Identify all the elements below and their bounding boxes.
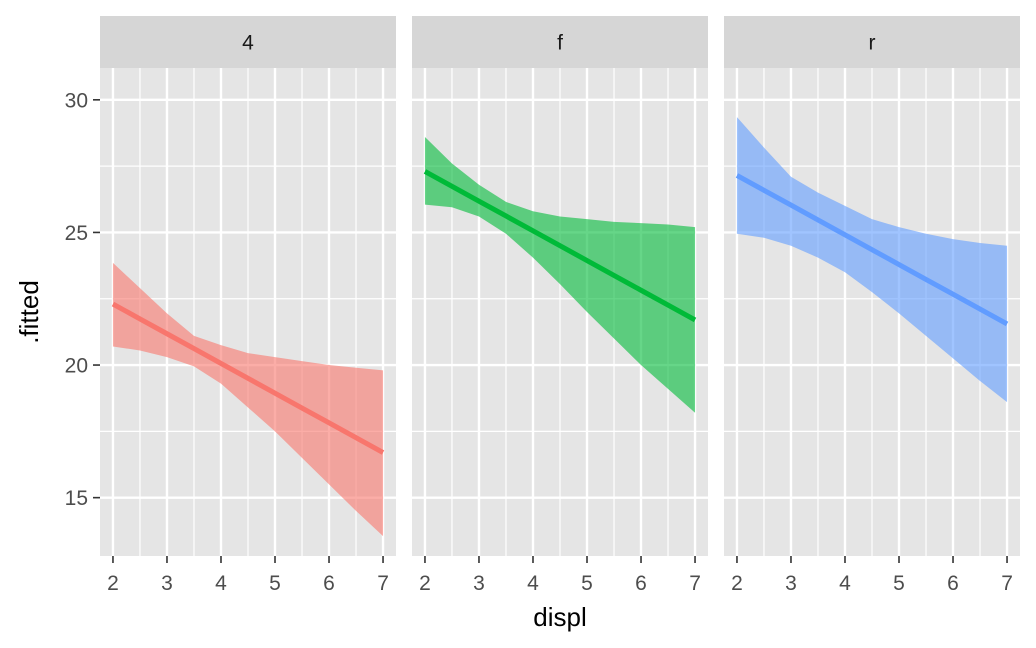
x-tick-label: 5 xyxy=(581,572,593,595)
x-tick-label: 3 xyxy=(161,572,173,595)
y-axis-title: .fitted xyxy=(14,280,44,344)
x-tick-label: 5 xyxy=(269,572,281,595)
facet-strip xyxy=(412,16,708,68)
facet-strip xyxy=(724,16,1020,68)
x-tick-label: 2 xyxy=(107,572,119,595)
x-tick-label: 4 xyxy=(527,572,539,595)
x-tick-label: 7 xyxy=(689,572,701,595)
facet-strip xyxy=(100,16,396,68)
x-tick-label: 5 xyxy=(893,572,905,595)
x-tick-label: 4 xyxy=(215,572,227,595)
y-tick-label: 25 xyxy=(65,222,88,245)
x-tick-label: 3 xyxy=(473,572,485,595)
facet-strip-label: r xyxy=(869,32,876,55)
y-tick-label: 15 xyxy=(65,487,88,510)
x-tick-label: 6 xyxy=(947,572,959,595)
fitted-line xyxy=(111,301,385,455)
x-tick-label: 6 xyxy=(323,572,335,595)
fitted-line xyxy=(735,173,1009,327)
x-tick-label: 7 xyxy=(1001,572,1013,595)
y-tick-label: 30 xyxy=(65,89,88,112)
confidence-ribbon xyxy=(736,117,1008,403)
confidence-ribbon xyxy=(112,262,384,537)
x-tick-label: 3 xyxy=(785,572,797,595)
facet-strip-label: f xyxy=(557,32,563,55)
facet-strip-label: 4 xyxy=(242,32,254,55)
x-tick-label: 4 xyxy=(839,572,851,595)
x-tick-label: 2 xyxy=(731,572,743,595)
fitted-line xyxy=(423,169,697,323)
y-tick-label: 20 xyxy=(65,355,88,378)
x-tick-label: 7 xyxy=(377,572,389,595)
x-axis-title: displ xyxy=(533,602,586,632)
x-tick-label: 6 xyxy=(635,572,647,595)
x-tick-label: 2 xyxy=(419,572,431,595)
